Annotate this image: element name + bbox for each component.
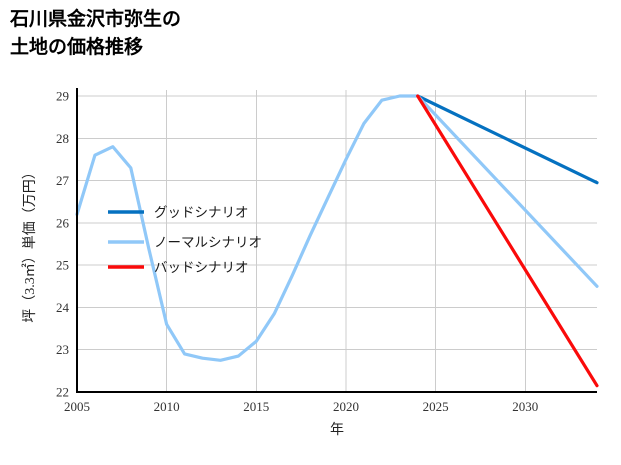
x-tick-label: 2015 — [243, 399, 269, 414]
axis-titles: 年 坪（3.3㎡）単価（万円） — [22, 165, 344, 438]
chart-title-line-2: 土地の価格推移 — [10, 36, 144, 58]
y-axis-title: 坪（3.3㎡）単価（万円） — [22, 165, 38, 323]
y-tick-label: 24 — [56, 300, 70, 315]
x-tick-label: 2005 — [64, 399, 90, 414]
y-tick-label: 27 — [56, 173, 70, 188]
tick-labels: 22 23 24 25 26 27 28 29 2005 2010 2015 2020 2025 2030 — [56, 89, 538, 415]
series-line-normal — [75, 94, 599, 362]
axis-spines — [75, 88, 597, 394]
chart-title: 石川県金沢市弥生の 土地の価格推移 — [10, 6, 610, 61]
legend-label-1: ノーマルシナリオ — [154, 235, 262, 250]
x-axis-title: 年 — [330, 422, 344, 438]
y-tick-label: 23 — [56, 342, 69, 357]
legend-label-2: バッドシナリオ — [154, 260, 249, 275]
series-line-bad — [416, 94, 599, 388]
y-tick-label: 25 — [56, 258, 69, 273]
x-tick-label: 2010 — [154, 399, 180, 414]
y-tick-label: 26 — [56, 215, 70, 230]
series-layer — [75, 94, 599, 388]
legend-label-0: グッドシナリオ — [154, 205, 249, 220]
x-tick-label: 2020 — [333, 399, 359, 414]
series-line-good — [416, 94, 599, 185]
x-tick-label: 2025 — [423, 399, 449, 414]
x-tick-label: 2030 — [512, 399, 538, 414]
y-tick-label: 22 — [56, 385, 69, 400]
y-tick-label: 29 — [56, 89, 69, 104]
chart-title-line-1: 石川県金沢市弥生の — [10, 9, 182, 30]
y-tick-label: 28 — [56, 131, 69, 146]
